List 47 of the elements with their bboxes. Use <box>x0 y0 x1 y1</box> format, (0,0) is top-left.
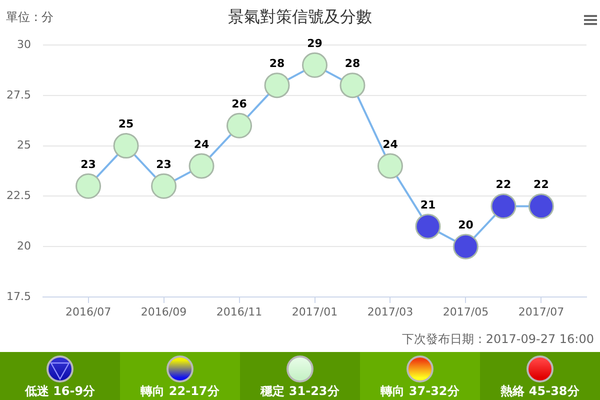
data-label: 28 <box>344 57 360 70</box>
text: 轉向 37-32分 <box>380 384 460 398</box>
y-tick-label: 27.5 <box>6 88 31 102</box>
point <box>151 173 177 199</box>
point <box>76 173 102 199</box>
chart-title: 景氣對策信號及分數 <box>228 7 372 26</box>
point <box>377 153 403 179</box>
x-tick-label: 2017/07 <box>518 305 564 318</box>
y-tick-label: 22.5 <box>6 189 31 202</box>
x-tick-label: 2016/07 <box>65 305 112 318</box>
point <box>188 153 214 179</box>
data-label: 29 <box>307 37 322 50</box>
point <box>415 214 441 240</box>
x-tick-label: 2016/09 <box>140 305 187 318</box>
data-label: 23 <box>80 158 96 171</box>
text: 熱絡 45-38分 <box>500 384 580 398</box>
data-label: 24 <box>382 138 398 151</box>
x-tick-label: 2017/03 <box>367 305 414 318</box>
point <box>340 72 366 98</box>
text: 轉向 22-17分 <box>140 384 220 398</box>
data-label: 23 <box>156 158 172 171</box>
point <box>302 52 328 78</box>
point <box>528 194 554 220</box>
x-tick-label: 2017/05 <box>442 305 489 318</box>
text: 穩定 31-23分 <box>259 384 340 398</box>
point <box>226 112 252 138</box>
data-label: 22 <box>496 178 512 192</box>
y-tick-label: 20 <box>17 239 31 252</box>
y-tick-label: 17.5 <box>6 290 31 303</box>
data-label: 24 <box>194 138 210 151</box>
x-tick-label: 2016/11 <box>216 305 262 318</box>
data-label: 22 <box>534 178 549 192</box>
data-label: 21 <box>420 198 436 212</box>
y-tick-label: 25 <box>17 138 31 152</box>
y-axis-title: 單位 : 分 <box>6 10 54 24</box>
y-tick-label: 30 <box>17 38 31 51</box>
point <box>264 72 290 98</box>
x-tick-label: 2017/01 <box>292 305 338 318</box>
point <box>490 194 516 220</box>
data-label: 28 <box>269 57 285 70</box>
point <box>452 234 478 260</box>
text: 下次發布日期 : 2017-09-27 16:00 <box>402 331 594 347</box>
data-label: 25 <box>118 118 134 131</box>
data-label: 26 <box>232 98 248 110</box>
data-label: 20 <box>458 218 474 232</box>
text: 低迷 16-9分 <box>24 384 96 398</box>
point <box>113 133 139 159</box>
